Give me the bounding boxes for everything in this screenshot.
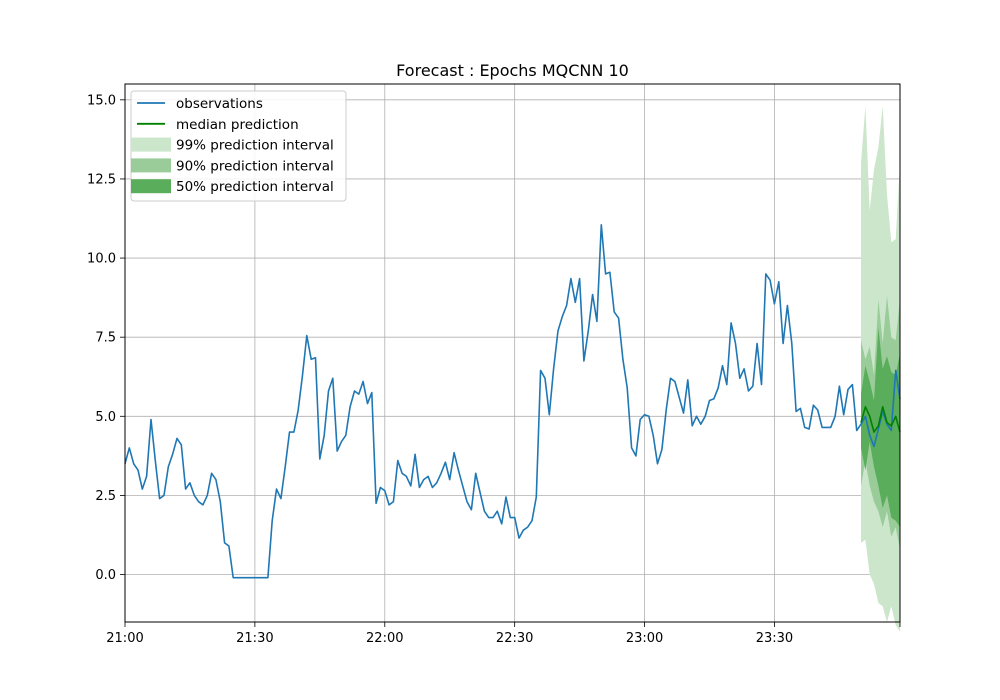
x-axis: 21:00 21:30 22:00 22:30 23:00 23:30 [106,622,901,646]
legend-label-99-prediction-interval: 99% prediction interval [176,138,334,154]
legend-label-90-prediction-interval: 90% prediction interval [176,158,334,174]
y-tick-label: 10.0 [87,252,116,267]
legend-label-median-prediction: median prediction [176,117,299,133]
legend-swatch-99-prediction-interval [131,137,171,152]
prediction-intervals [861,106,900,632]
line-median-prediction [860,405,901,433]
y-tick-label: 15.0 [87,93,116,108]
chart-title: Forecast : Epochs MQCNN 10 [396,61,629,80]
x-tick-label: 21:30 [236,631,273,646]
y-axis: 0.0 2.5 5.0 7.5 10.0 12.5 15.0 [87,93,125,583]
y-tick-label: 2.5 [95,489,116,504]
legend-swatch-50-prediction-interval [131,179,171,194]
x-tick-label: 23:30 [756,631,793,646]
x-tick-label: 21:00 [106,631,143,646]
line-observations [124,224,901,579]
x-tick-label: 22:30 [496,631,533,646]
legend: observations median prediction 99% predict… [130,90,347,202]
x-tick-label: 22:00 [366,631,403,646]
x-tick-label: 23:00 [626,631,663,646]
series-lines [124,224,901,579]
y-tick-label: 12.5 [87,172,116,187]
y-tick-label: 5.0 [95,410,116,425]
band-50-prediction-interval [861,327,900,528]
y-tick-label: 7.5 [95,331,116,346]
legend-swatch-90-prediction-interval [131,158,171,173]
y-tick-label: 0.0 [95,568,116,583]
legend-label-observations: observations [176,96,263,112]
plot-frame [124,83,901,623]
legend-label-50-prediction-interval: 50% prediction interval [176,179,334,195]
